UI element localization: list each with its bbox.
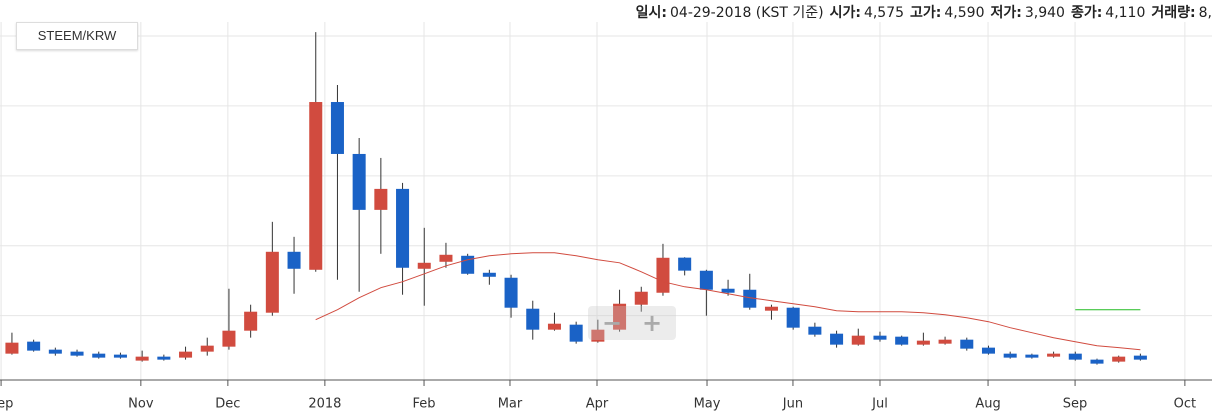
candle-body bbox=[938, 339, 952, 344]
candle-body bbox=[1025, 354, 1039, 358]
candle-body bbox=[1090, 359, 1104, 364]
candle-body bbox=[1068, 353, 1082, 360]
candle-body bbox=[743, 289, 757, 308]
candle-body bbox=[179, 351, 193, 358]
candle-body bbox=[222, 330, 236, 347]
candle-body bbox=[591, 329, 605, 342]
candle-body bbox=[873, 335, 887, 340]
candle-body bbox=[157, 356, 171, 360]
candle-body bbox=[70, 351, 84, 356]
candle-body bbox=[287, 251, 301, 269]
candle-body bbox=[417, 262, 431, 269]
header-label: 시가: bbox=[829, 5, 861, 21]
x-tick-label: Oct bbox=[1174, 397, 1196, 412]
x-tick-label: Sep bbox=[0, 397, 13, 412]
x-tick-label: Feb bbox=[413, 397, 436, 412]
candle-body bbox=[526, 308, 540, 330]
candle-body bbox=[721, 288, 735, 293]
candle-body bbox=[92, 353, 106, 358]
candle-body bbox=[330, 102, 344, 154]
candle-body bbox=[916, 340, 930, 345]
x-tick-label: May bbox=[694, 397, 721, 412]
candle-body bbox=[764, 306, 778, 311]
header-value: 8, bbox=[1198, 5, 1212, 21]
candle-body bbox=[1112, 356, 1126, 362]
header-value: 4,575 bbox=[863, 5, 905, 21]
zoom-in[interactable]: + bbox=[641, 309, 663, 337]
candle-body bbox=[5, 342, 19, 354]
candle-body bbox=[1133, 355, 1147, 360]
candle-body bbox=[786, 307, 800, 328]
candle-body bbox=[396, 188, 410, 268]
candle-body bbox=[27, 341, 41, 351]
candle-body bbox=[48, 349, 62, 354]
candle-body bbox=[135, 356, 149, 361]
x-tick-label: Apr bbox=[586, 397, 609, 412]
candle-body bbox=[504, 277, 518, 308]
x-tick-label: Jul bbox=[871, 397, 888, 412]
candle-body bbox=[851, 335, 865, 345]
x-tick-label: Nov bbox=[128, 397, 154, 412]
zoom-out[interactable]: − bbox=[601, 309, 623, 337]
x-tick-label: Jun bbox=[782, 397, 803, 412]
candle-body bbox=[265, 251, 279, 313]
legend-item[interactable]: STEEM/KRW bbox=[16, 22, 138, 50]
candle-body bbox=[960, 339, 974, 349]
candle-body bbox=[374, 188, 388, 210]
candle-body bbox=[309, 102, 323, 270]
header-label: 일시: bbox=[635, 5, 667, 21]
header-label: 저가: bbox=[990, 5, 1022, 21]
candle-body bbox=[656, 257, 670, 293]
candle-body bbox=[569, 324, 583, 342]
candle-body bbox=[699, 270, 713, 290]
candle-body bbox=[678, 257, 692, 271]
candle-body bbox=[830, 333, 844, 345]
ohlc-header: 일시: 04-29-2018 (KST 기준) 시가: 4,575 고가: 4,590 저가… bbox=[630, 2, 1212, 22]
header-value: 3,940 bbox=[1024, 5, 1065, 21]
x-tick-label: Dec bbox=[215, 397, 240, 412]
x-tick-label: Aug bbox=[975, 397, 1000, 412]
candle-body bbox=[613, 303, 627, 330]
candle-body bbox=[113, 354, 127, 358]
zoom-control[interactable]: − + bbox=[588, 306, 676, 340]
header-label: 고가: bbox=[910, 5, 942, 21]
candle-body bbox=[808, 326, 822, 335]
candle-body bbox=[482, 272, 496, 277]
header-label: 거래량: bbox=[1151, 5, 1196, 21]
candle-body bbox=[634, 291, 648, 305]
header-value: 4,110 bbox=[1105, 5, 1146, 21]
candle-body bbox=[244, 311, 258, 331]
candle-body bbox=[1047, 353, 1061, 357]
candle-body bbox=[1003, 353, 1017, 358]
x-tick-label: Sep bbox=[1063, 397, 1088, 412]
candle-body bbox=[200, 345, 214, 352]
candle-body bbox=[352, 153, 366, 210]
candle-body bbox=[895, 336, 909, 345]
candle-body bbox=[981, 347, 995, 354]
candle-body bbox=[439, 254, 453, 262]
header-label: 종가: bbox=[1070, 5, 1103, 21]
header-value: 04-29-2018 (KST 기준) bbox=[670, 5, 824, 21]
x-tick-label: Mar bbox=[498, 397, 523, 412]
candle-body bbox=[547, 323, 561, 330]
indicator-line bbox=[315, 252, 1141, 351]
x-tick-label: 2018 bbox=[308, 397, 341, 412]
header-value: 4,590 bbox=[944, 5, 985, 21]
